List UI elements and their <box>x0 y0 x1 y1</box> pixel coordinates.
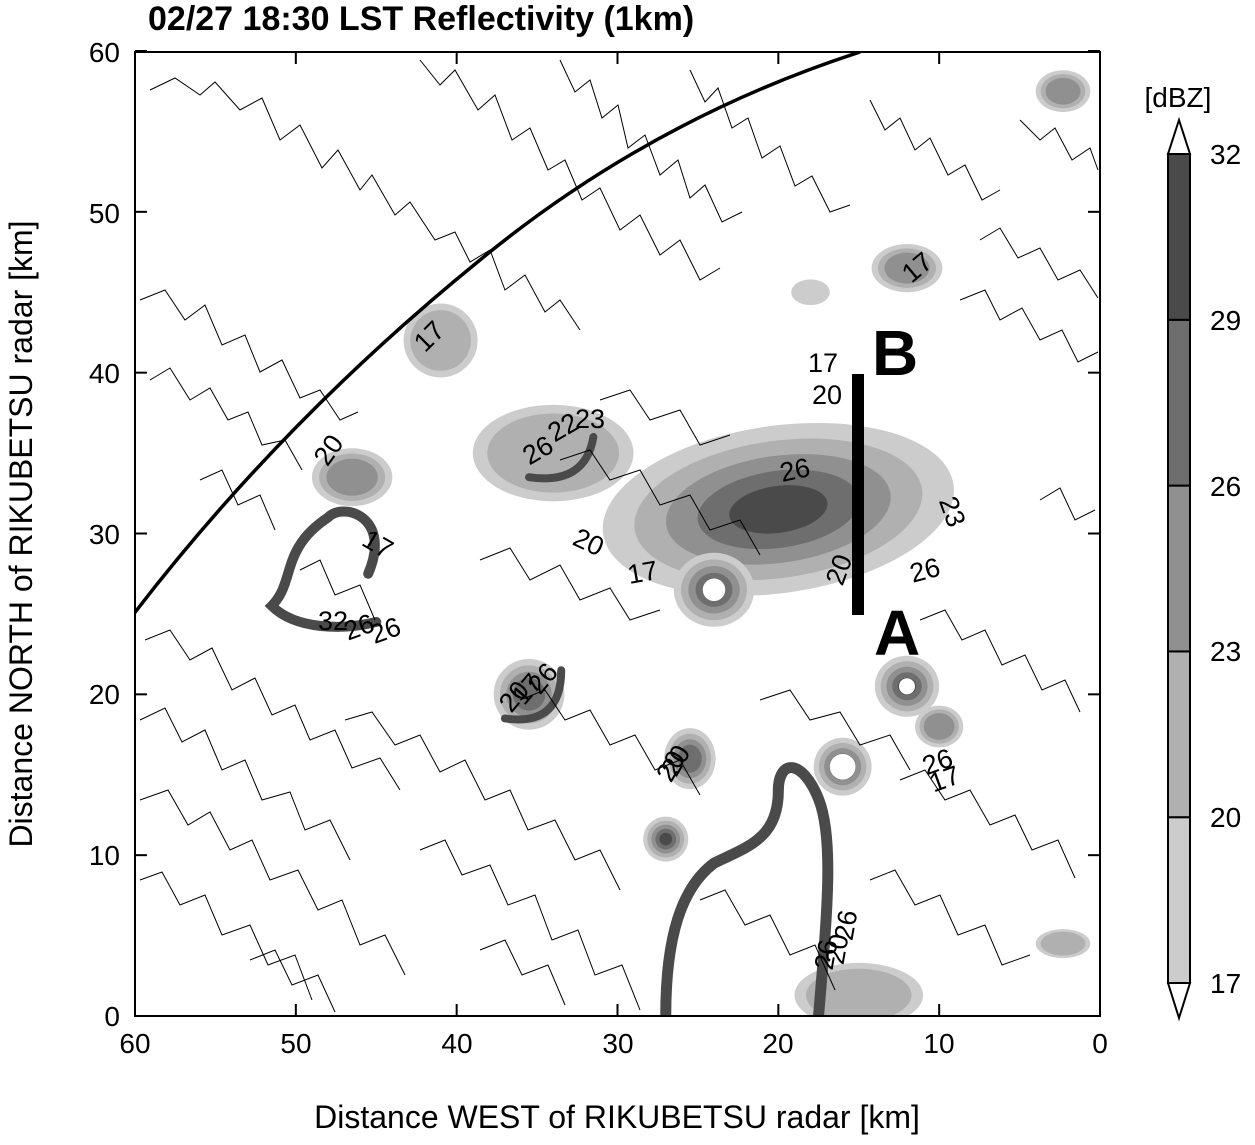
marker-b: B <box>872 317 918 389</box>
colorbar-box <box>1167 650 1191 819</box>
x-axis-label: Distance WEST of RIKUBETSU radar [km] <box>314 1099 920 1135</box>
contour-label: 23 <box>575 404 605 434</box>
colorbar-unit: [dBZ] <box>1145 82 1212 113</box>
contour-label: 32 <box>318 606 348 636</box>
y-tick-label: 10 <box>89 840 120 871</box>
y-tick-labels: 0 10 20 30 40 50 60 <box>89 37 120 1032</box>
radar-range-ring <box>135 52 861 616</box>
y-tick-label: 0 <box>104 1001 120 1032</box>
colorbar-level-label: 26 <box>1210 471 1241 502</box>
reflectivity-core <box>898 678 916 695</box>
colorbar-box <box>1167 816 1191 985</box>
reflectivity-band <box>264 506 382 632</box>
reflectivity-cell <box>678 744 702 773</box>
axis-ticks <box>134 50 1101 1017</box>
reflectivity-cell <box>512 678 546 711</box>
colorbar-box <box>1167 153 1191 321</box>
x-tick-label: 10 <box>923 1028 954 1059</box>
colorbar-top-arrow <box>1166 116 1192 155</box>
y-tick-label: 20 <box>89 679 120 710</box>
marker-a: A <box>874 597 920 669</box>
reflectivity-cell <box>326 458 378 496</box>
reflectivity-cell <box>884 252 930 284</box>
reflectivity-cell <box>791 279 830 306</box>
colorbar-level-label: 32 <box>1210 139 1241 170</box>
y-tick-label: 50 <box>89 198 120 229</box>
reflectivity-cell <box>410 310 471 371</box>
reflectivity-band <box>500 666 566 724</box>
reflectivity-cell <box>923 713 955 740</box>
y-tick-label: 30 <box>89 519 120 550</box>
contour-label: 26 <box>809 937 844 972</box>
contour-label: 26 <box>829 908 864 943</box>
y-tick-label: 40 <box>89 358 120 389</box>
reflectivity-band <box>525 433 598 483</box>
x-tick-label: 40 <box>441 1028 472 1059</box>
x-tick-label: 50 <box>280 1028 311 1059</box>
colorbar-level-label: 17 <box>1210 968 1241 999</box>
contour-label: 26 <box>777 452 813 488</box>
reflectivity-cell <box>1045 77 1081 105</box>
contour-label: 17 <box>808 348 838 378</box>
colorbar-box <box>1167 484 1191 653</box>
colorbar-level-label: 29 <box>1210 305 1241 336</box>
colorbar: [dBZ] 17 20 23 26 29 32 <box>1145 82 1241 1022</box>
y-tick-label: 60 <box>89 37 120 68</box>
colorbar-bottom-arrow <box>1166 982 1192 1022</box>
map-title: 02/27 18:30 LST Reflectivity (1km) <box>148 0 694 38</box>
contour-labels: 17 20 26 22 23 20 17 32 26 26 17 20 26 2… <box>308 246 972 972</box>
terrain-contours <box>139 59 1099 1013</box>
x-tick-label: 0 <box>1092 1028 1108 1059</box>
reflectivity-cell <box>1040 931 1086 956</box>
y-axis-label: Distance NORTH of RIKUBETSU radar [km] <box>3 220 39 847</box>
plot-area: 17 20 26 22 23 20 17 32 26 26 17 20 26 2… <box>135 52 1100 1016</box>
reflectivity-cell <box>729 485 828 534</box>
contour-label: 20 <box>820 932 855 967</box>
colorbar-box <box>1167 318 1191 487</box>
x-tick-label: 20 <box>762 1028 793 1059</box>
reflectivity-band <box>660 762 834 1016</box>
reflectivity-core <box>702 578 726 602</box>
x-tick-labels: 60 50 40 30 20 10 0 <box>119 1028 1107 1059</box>
x-tick-label: 60 <box>119 1028 150 1059</box>
reflectivity-cell <box>487 413 620 493</box>
colorbar-level-label: 20 <box>1210 802 1241 833</box>
contour-label: 20 <box>812 380 842 410</box>
reflectivity-cell <box>806 968 912 1016</box>
contour-label: 17 <box>625 555 660 590</box>
reflectivity-core <box>829 753 856 780</box>
reflectivity-cells <box>264 70 1091 1016</box>
x-tick-label: 30 <box>602 1028 633 1059</box>
colorbar-level-label: 23 <box>1210 636 1241 667</box>
reflectivity-cell <box>659 832 673 846</box>
colorbar-boxes <box>1167 153 1191 985</box>
